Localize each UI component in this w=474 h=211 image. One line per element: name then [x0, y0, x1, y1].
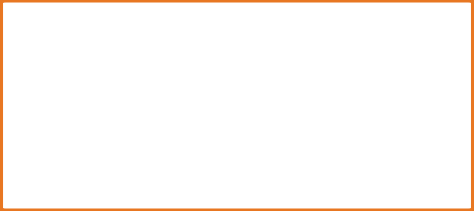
Text: www.TheEngineeringKnowledge.com: www.TheEngineeringKnowledge.com	[141, 197, 333, 208]
Polygon shape	[209, 59, 289, 152]
Text: $V_{in}$: $V_{in}$	[174, 64, 191, 78]
Text: $V_{out}$: $V_{out}$	[299, 64, 322, 78]
Text: Basic class C amplifier operation: Basic class C amplifier operation	[140, 177, 334, 190]
Text: 0: 0	[332, 99, 340, 112]
Text: 0: 0	[7, 99, 15, 112]
Text: $A_v$: $A_v$	[233, 98, 249, 113]
Text: Introduction to Class C Amplifier: Introduction to Class C Amplifier	[84, 13, 390, 31]
